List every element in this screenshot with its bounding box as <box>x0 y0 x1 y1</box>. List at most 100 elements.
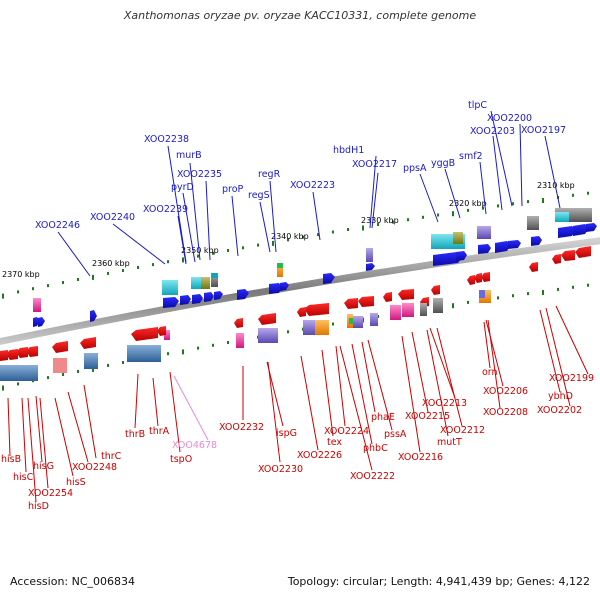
gene-label-XOO2197: XOO2197 <box>521 125 566 136</box>
gene-label-XOO2224: XOO2224 <box>324 426 369 437</box>
scale-tick-2340: 2340 kbp <box>271 232 309 241</box>
gene-arrow <box>467 275 475 285</box>
gene-label-regS: regS <box>248 190 270 201</box>
gene-block <box>390 305 401 320</box>
gene-arrow <box>52 341 68 353</box>
gene-label-XOO2200: XOO2200 <box>487 113 532 124</box>
gene-block <box>303 320 315 335</box>
guide-dot <box>32 287 34 291</box>
gene-label-phbC: phbC <box>363 443 388 454</box>
gene-arrow <box>344 298 358 309</box>
guide-dot <box>182 349 184 355</box>
gene-label-proP: proP <box>222 184 244 195</box>
gene-arrow <box>6 349 18 360</box>
guide-dot <box>392 220 394 224</box>
gene-label-thrB: thrB <box>125 429 145 440</box>
gene-label-tlpC: tlpC <box>468 100 487 111</box>
gene-arrow <box>269 283 282 294</box>
gene-label-smf2: smf2 <box>459 151 483 162</box>
gene-block <box>366 248 373 262</box>
guide-dot <box>347 228 349 231</box>
guide-dot <box>242 246 244 250</box>
gene-label-hisS: hisS <box>66 477 86 488</box>
gene-arrow <box>234 318 243 328</box>
gene-arrow <box>558 226 576 238</box>
guide-dot <box>587 283 589 287</box>
guide-dot <box>377 223 379 226</box>
gene-block <box>53 358 67 373</box>
guide-dot <box>62 281 64 284</box>
gene-block <box>349 318 353 324</box>
guide-dot <box>227 341 229 344</box>
gene-block <box>353 316 363 328</box>
guide-dot <box>137 266 139 269</box>
scale-tick-2310: 2310 kbp <box>537 181 575 190</box>
gene-block <box>162 280 178 295</box>
guide-dot <box>2 293 4 299</box>
gene-arrow <box>552 254 561 264</box>
accession-label: Accession: NC_006834 <box>10 575 136 588</box>
lower-guide-dots <box>2 283 589 391</box>
gene-label-XOO2238: XOO2238 <box>144 134 189 145</box>
gene-arrow <box>157 326 166 336</box>
gene-block <box>191 277 203 289</box>
forward-gene-features <box>33 208 597 327</box>
gene-label-ppsA: ppsA <box>403 163 427 174</box>
gene-arrow <box>258 313 276 325</box>
guide-dot <box>332 230 334 234</box>
gene-label-XOO2246: XOO2246 <box>35 220 80 231</box>
gene-arrow <box>304 303 329 316</box>
guide-dot <box>527 292 529 296</box>
guide-dot <box>272 240 274 246</box>
guide-dot <box>212 251 214 255</box>
guide-dot <box>497 204 499 208</box>
guide-dot <box>17 382 19 386</box>
guide-dot <box>92 366 94 372</box>
gene-label-ispG: ispG <box>276 428 297 439</box>
gene-block <box>453 232 463 244</box>
gene-arrow <box>481 272 490 282</box>
gene-block <box>277 263 283 277</box>
gene-label-hisC: hisC <box>13 472 34 483</box>
pink-labels: XOO4678 <box>172 440 217 451</box>
upper-guide-dots <box>2 191 589 299</box>
guide-dot <box>407 218 409 222</box>
gene-label-XOO2199: XOO2199 <box>549 373 594 384</box>
guide-dot <box>122 361 124 364</box>
gene-label-mutT: mutT <box>437 437 462 448</box>
gene-block <box>211 273 218 278</box>
gene-label-XOO2212: XOO2212 <box>440 425 485 436</box>
gene-arrow <box>0 350 8 361</box>
gene-label-XOO2226: XOO2226 <box>297 450 342 461</box>
guide-dot <box>287 238 289 242</box>
guide-dot <box>77 278 79 281</box>
gene-arrow <box>398 289 414 300</box>
gene-label-hisB: hisB <box>1 454 21 465</box>
guide-dot <box>182 257 184 263</box>
gene-arrow <box>495 241 511 253</box>
guide-dot <box>467 300 469 304</box>
gene-label-orn: orn <box>482 367 498 378</box>
gene-label-ybhD: ybhD <box>548 391 573 402</box>
guide-dot <box>452 303 454 309</box>
gene-label-thrC: thrC <box>101 451 122 462</box>
gene-label-XOO4678: XOO4678 <box>172 440 217 451</box>
gene-arrow <box>180 295 191 305</box>
guide-dot <box>212 343 214 347</box>
gene-label-thrA: thrA <box>149 426 170 437</box>
gene-arrow <box>192 294 203 304</box>
gene-arrow <box>508 240 521 249</box>
gene-label-XOO2240: XOO2240 <box>90 212 135 223</box>
guide-dot <box>47 284 49 288</box>
guide-dot <box>287 330 289 334</box>
gene-arrow <box>90 310 97 322</box>
sequence-backbone <box>0 237 600 345</box>
gene-block <box>402 303 414 317</box>
guide-dot <box>482 206 484 210</box>
guide-dot <box>47 376 49 380</box>
gene-label-murB: murB <box>176 150 202 161</box>
gene-arrow <box>431 285 440 295</box>
guide-dot <box>362 225 364 231</box>
